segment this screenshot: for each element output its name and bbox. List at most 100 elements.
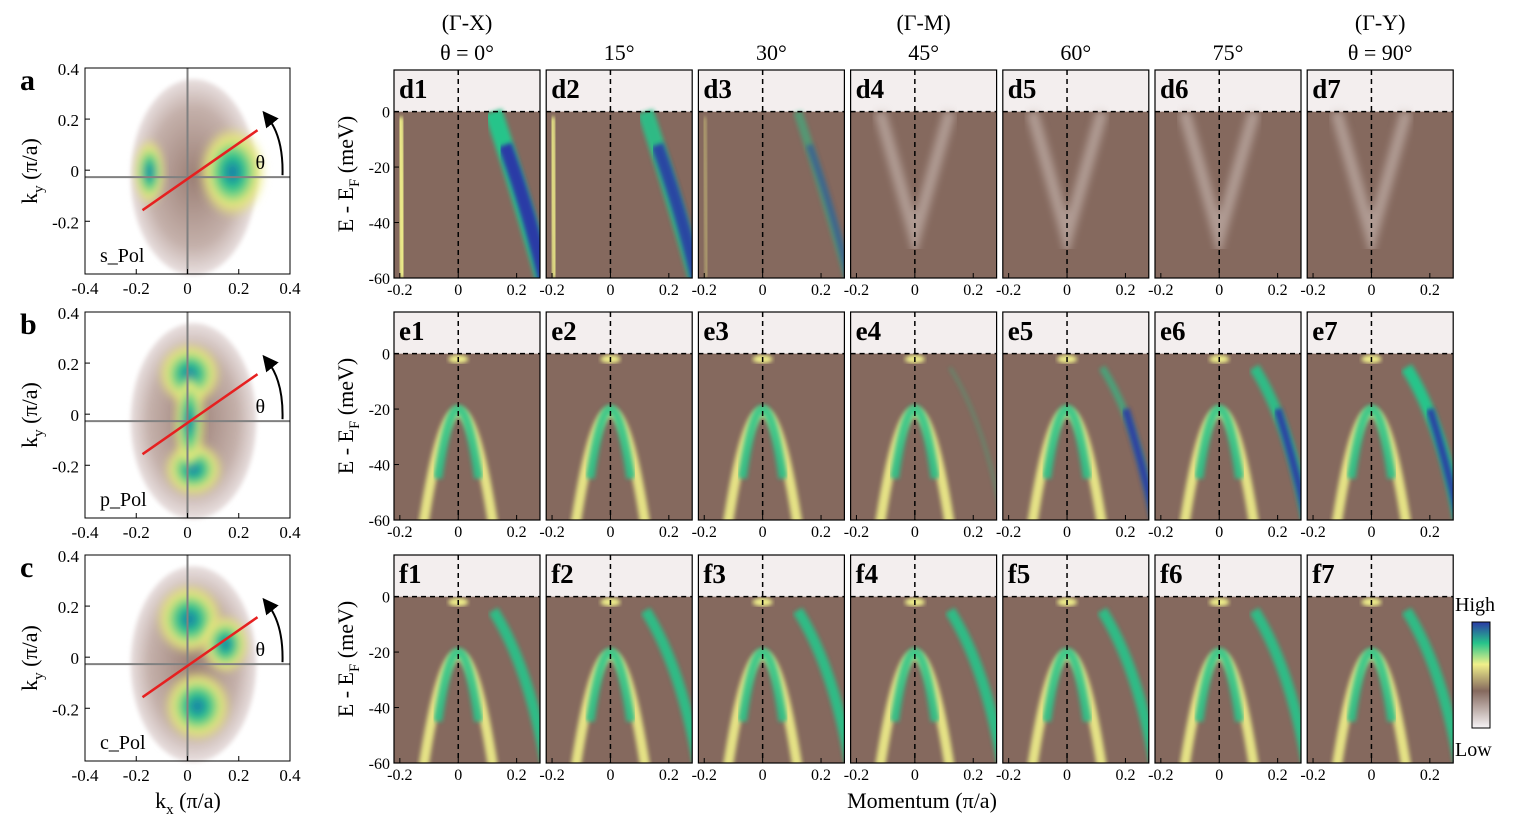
kx-tick-label: 0.2 xyxy=(228,279,249,298)
kx-tick-label: 0.4 xyxy=(279,523,301,542)
spectrum-panel-e7: e7 -0.2 0 0.2 xyxy=(1300,311,1454,541)
column-header-angle: 60° xyxy=(1060,40,1091,65)
panel-label: d5 xyxy=(1008,74,1037,104)
spectrum-above-ef xyxy=(1002,70,1149,112)
spectrum-panel-e5: e5 -0.2 0 0.2 xyxy=(996,311,1150,541)
spectrum-frame xyxy=(1154,554,1302,764)
spectrum-frame xyxy=(697,311,846,521)
ky-tick-label: 0 xyxy=(71,406,80,425)
polarization-label: p_Pol xyxy=(100,489,147,511)
panel-label: e2 xyxy=(551,316,576,346)
energy-axis-label: E - EF (meV) xyxy=(333,601,363,717)
momentum-tick-label: 0 xyxy=(759,282,767,299)
energy-tick-label: -60 xyxy=(369,271,390,288)
kx-tick-label: 0.2 xyxy=(228,523,249,542)
momentum-tick-label: 0 xyxy=(911,524,919,541)
spectrum-above-ef xyxy=(546,70,693,112)
momentum-tick-label: 0.2 xyxy=(507,524,527,541)
energy-tick-label: 0 xyxy=(382,105,390,122)
panel-label: f2 xyxy=(551,559,574,589)
band-dispersion xyxy=(1273,407,1301,512)
momentum-tick-label: -0.2 xyxy=(387,524,412,541)
spectrum-panel-f3: f3 -0.2 0 0.2 xyxy=(692,554,846,784)
spectra-panels: d1 -0.2 0 0.2 0 -20 -40 -60 d2 -0.2 0 0.2 d3 -0.2 0 0.2… xyxy=(333,69,1454,784)
theta-label: θ xyxy=(256,639,266,661)
momentum-tick-label: 0 xyxy=(1367,282,1375,299)
ky-axis-label: ky (π/a) xyxy=(17,382,47,448)
momentum-tick-label: -0.2 xyxy=(1300,524,1325,541)
colorbar-gradient xyxy=(1471,621,1491,729)
fermi-map-c: θ c_Pol c 0.4 0.2 0 -0.2 -0.4 -0.2 0 0.2 0.4 ky (π/a… xyxy=(17,547,301,785)
band-dispersion xyxy=(548,117,559,278)
momentum-tick-label: 0.2 xyxy=(963,524,983,541)
momentum-tick-label: 0.2 xyxy=(963,767,983,784)
spectrum-above-ef xyxy=(546,555,693,597)
theta-label: θ xyxy=(256,152,266,174)
rotation-arrow xyxy=(262,354,284,420)
spectrum-above-ef xyxy=(850,555,997,597)
column-header-angle: θ = 0° xyxy=(440,40,494,65)
ky-label-sub: y xyxy=(31,429,47,437)
ky-tick-label: -0.2 xyxy=(52,457,79,476)
column-header-direction: (Γ-M) xyxy=(896,10,950,35)
momentum-tick-label: 0.2 xyxy=(1115,524,1135,541)
momentum-tick-label: 0.2 xyxy=(1420,767,1440,784)
momentum-tick-label: 0.2 xyxy=(963,282,983,299)
kx-label-main: k xyxy=(155,788,166,813)
spectrum-frame xyxy=(1002,554,1150,764)
kx-label-unit: (π/a) xyxy=(174,788,221,813)
panel-label: f6 xyxy=(1160,559,1183,589)
spectrum-above-ef xyxy=(698,555,845,597)
momentum-tick-label: 0 xyxy=(1367,524,1375,541)
energy-label-unit: (meV) xyxy=(333,116,358,179)
band-dispersion xyxy=(737,647,788,723)
colorbar: High Low xyxy=(1455,594,1495,761)
band-dispersion xyxy=(1249,607,1301,762)
ky-label-main: k xyxy=(17,437,42,448)
spectra-row-d: d1 -0.2 0 0.2 0 -20 -40 -60 d2 -0.2 0 0.2 d3 -0.2 0 0.2… xyxy=(333,69,1454,299)
spectrum-frame xyxy=(1002,311,1150,521)
ky-tick-label: 0.4 xyxy=(58,304,80,323)
momentum-tick-label: 0 xyxy=(606,767,614,784)
momentum-tick-label: -0.2 xyxy=(539,767,564,784)
momentum-tick-label: 0.2 xyxy=(811,524,831,541)
spectrum-frame xyxy=(1154,69,1302,279)
kx-tick-label: -0.4 xyxy=(72,523,99,542)
momentum-tick-label: 0 xyxy=(454,767,462,784)
energy-label-unit: (meV) xyxy=(333,601,358,664)
momentum-cut-line xyxy=(141,373,259,456)
kx-tick-label: 0.2 xyxy=(228,766,249,785)
panel-label: d6 xyxy=(1160,74,1189,104)
band-dispersion xyxy=(488,607,540,762)
ky-tick-label: 0.2 xyxy=(58,598,79,617)
band-dispersion xyxy=(702,117,710,278)
energy-label-sub: F xyxy=(347,664,363,672)
fermi-map-b: θ p_Pol b 0.4 0.2 0 -0.2 -0.4 -0.2 0 0.2 0.4 ky (π/a… xyxy=(17,304,301,542)
band-dispersion xyxy=(651,142,693,278)
momentum-tick-label: -0.2 xyxy=(539,524,564,541)
spectrum-above-ef xyxy=(1155,312,1301,354)
momentum-tick-label: 0.2 xyxy=(659,282,679,299)
band-dispersion xyxy=(640,607,693,762)
spectrum-frame xyxy=(545,554,693,764)
momentum-tick-label: -0.2 xyxy=(996,282,1021,299)
spectrum-above-ef xyxy=(1002,555,1149,597)
momentum-tick-label: 0.2 xyxy=(1420,282,1440,299)
momentum-axis-label: Momentum (π/a) xyxy=(847,788,997,813)
fermi-intensity-lobe xyxy=(201,614,250,675)
energy-tick-label: -40 xyxy=(369,458,390,475)
band-dispersion xyxy=(1194,647,1245,723)
momentum-tick-label: -0.2 xyxy=(692,282,717,299)
energy-tick-label: -60 xyxy=(369,513,390,530)
theta-label: θ xyxy=(256,396,266,418)
column-headers: (Γ-X) θ = 0° 15° 30° (Γ-M) 45° 60° 75° (Γ-Y) θ = … xyxy=(440,10,1412,65)
panel-letter: a xyxy=(20,64,35,97)
ky-label-unit: (π/a) xyxy=(17,382,42,429)
ky-tick-label: 0.4 xyxy=(58,60,80,79)
ky-axis-label: ky (π/a) xyxy=(17,625,47,691)
energy-label-main: E - E xyxy=(333,672,358,717)
energy-axis-label: E - EF (meV) xyxy=(333,358,363,474)
spectrum-panel-e6: e6 -0.2 0 0.2 xyxy=(1148,311,1302,541)
kx-tick-label: -0.2 xyxy=(123,279,150,298)
